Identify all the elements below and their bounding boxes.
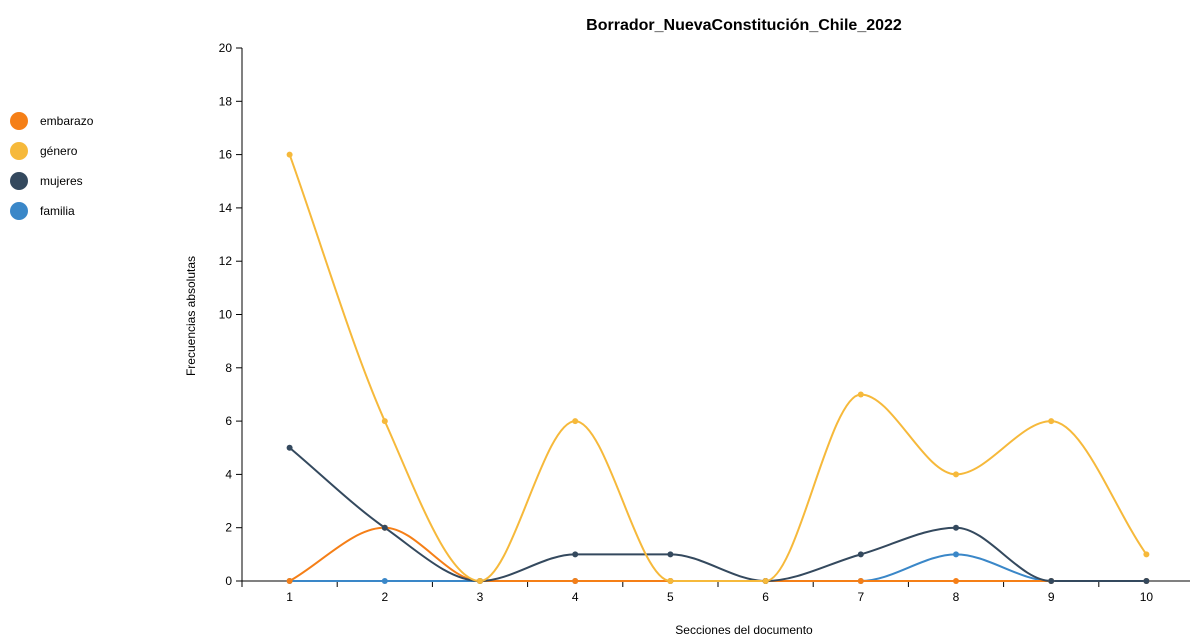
x-tick-label: 9	[1048, 590, 1055, 604]
series-line-genero	[288, 154, 1148, 583]
data-point-mujeres[interactable]	[381, 524, 388, 531]
x-axis: 1 2 3 4 5 6 7 8 9 10	[241, 580, 1190, 604]
y-tick-label: 10	[219, 308, 233, 322]
data-point-embarazo[interactable]	[953, 578, 959, 584]
y-tick-label: 0	[225, 574, 232, 588]
legend-label: género	[40, 144, 78, 158]
data-point-genero[interactable]	[1143, 551, 1150, 558]
legend-swatch	[10, 172, 28, 190]
y-tick-label: 6	[225, 414, 232, 428]
y-tick-label: 8	[225, 361, 232, 375]
data-point-genero[interactable]	[857, 391, 864, 398]
x-tick-label: 7	[857, 590, 864, 604]
x-tick-label: 3	[477, 590, 484, 604]
data-point-familia[interactable]	[953, 551, 959, 558]
chart-title: Borrador_NuevaConstitución_Chile_2022	[586, 17, 902, 34]
y-tick-label: 20	[219, 41, 233, 55]
legend-label: mujeres	[40, 174, 83, 188]
legend-swatch	[10, 202, 28, 220]
data-point-mujeres[interactable]	[667, 551, 674, 558]
series-points	[286, 151, 1150, 584]
x-tick-label: 4	[572, 590, 579, 604]
y-axis-label: Frecuencias absolutas	[184, 256, 198, 376]
legend-item-embarazo[interactable]: embarazo	[10, 112, 94, 130]
data-point-genero[interactable]	[572, 418, 579, 425]
y-tick-label: 14	[219, 201, 233, 215]
x-axis-label: Secciones del documento	[675, 623, 813, 636]
x-tick-label: 5	[667, 590, 674, 604]
legend-item-genero[interactable]: género	[10, 142, 78, 160]
data-point-embarazo[interactable]	[857, 578, 864, 584]
x-tick-label: 10	[1140, 590, 1154, 604]
data-point-mujeres[interactable]	[286, 444, 293, 451]
y-tick-label: 16	[219, 148, 233, 162]
legend-swatch	[10, 142, 28, 160]
data-point-genero[interactable]	[381, 418, 388, 425]
data-point-familia[interactable]	[381, 578, 388, 584]
data-point-mujeres[interactable]	[1143, 578, 1150, 584]
legend-item-mujeres[interactable]: mujeres	[10, 172, 83, 190]
data-point-genero[interactable]	[762, 578, 769, 584]
y-axis: 0 2 4 6 8 10 12 14 16 18 20	[219, 41, 243, 588]
y-tick-label: 4	[225, 467, 232, 481]
x-tick-label: 1	[286, 590, 293, 604]
x-tick-label: 6	[762, 590, 769, 604]
x-tick-label: 2	[381, 590, 388, 604]
y-tick-label: 12	[219, 254, 233, 268]
y-tick-label: 2	[225, 521, 232, 535]
series-lines	[288, 154, 1148, 583]
data-point-mujeres[interactable]	[953, 524, 959, 531]
data-point-genero[interactable]	[953, 471, 959, 478]
legend-swatch	[10, 112, 28, 130]
data-point-mujeres[interactable]	[1048, 578, 1055, 584]
data-point-genero[interactable]	[286, 151, 293, 158]
legend: embarazo género mujeres familia	[10, 112, 94, 220]
data-point-genero[interactable]	[1048, 418, 1055, 425]
legend-label: embarazo	[40, 114, 94, 128]
data-point-genero[interactable]	[477, 578, 483, 584]
x-tick-label: 8	[953, 590, 960, 604]
data-point-mujeres[interactable]	[572, 551, 579, 558]
data-point-embarazo[interactable]	[572, 578, 579, 584]
data-point-mujeres[interactable]	[857, 551, 864, 558]
legend-item-familia[interactable]: familia	[10, 202, 75, 220]
data-point-genero[interactable]	[667, 578, 674, 584]
series-line-mujeres	[288, 446, 1147, 583]
y-tick-label: 18	[219, 94, 233, 108]
legend-label: familia	[40, 204, 75, 218]
data-point-embarazo[interactable]	[286, 578, 293, 584]
